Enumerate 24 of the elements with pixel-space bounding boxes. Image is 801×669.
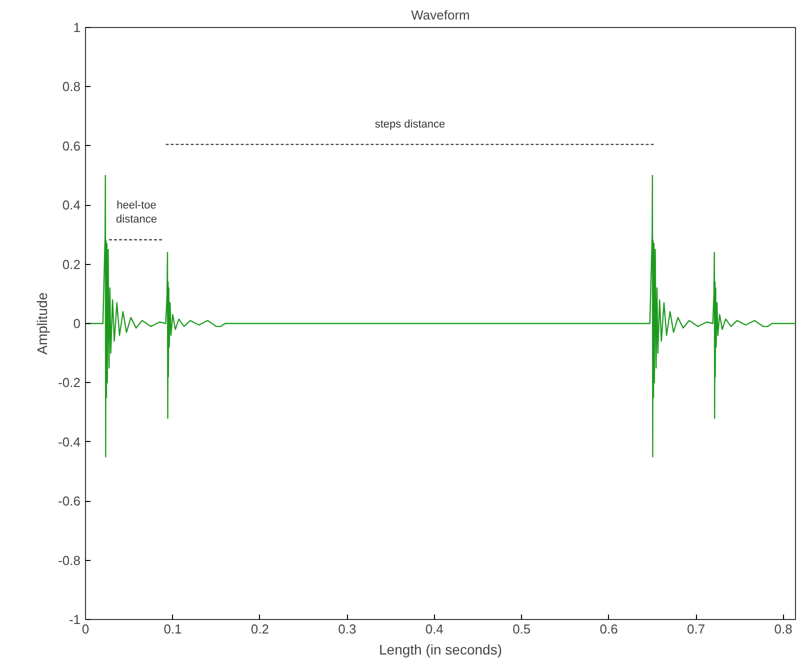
y-tick-label: -0.2 <box>58 375 81 390</box>
y-tick-label: -0.6 <box>58 494 81 509</box>
chart-title: Waveform <box>411 8 470 22</box>
x-tick-label: 0.4 <box>425 622 444 636</box>
y-tick-label: 0.8 <box>62 79 81 94</box>
x-tick-label: 0.5 <box>512 622 531 636</box>
x-tick-label: 0.6 <box>600 622 618 636</box>
y-tick-label: -1 <box>68 612 81 627</box>
y-tick-label: 0.2 <box>62 256 81 272</box>
y-tick-label: 0.4 <box>62 198 81 213</box>
x-tick-label: 0.3 <box>338 622 356 636</box>
x-tick-label: 0.8 <box>774 622 792 636</box>
y-tick-label: -0.8 <box>58 552 81 568</box>
y-tick-label: 1 <box>73 20 81 35</box>
y-tick-label: -0.4 <box>58 434 81 450</box>
x-tick-label: 0.1 <box>164 622 182 636</box>
annotation: steps distance <box>374 118 446 130</box>
x-axis-title: Length (in seconds) <box>379 642 502 658</box>
annotation: heel-toe distance <box>116 199 158 226</box>
x-tick-label: 0.2 <box>250 622 269 636</box>
x-tick-label: 0.7 <box>687 622 706 636</box>
y-tick-label: 0 <box>73 316 81 331</box>
y-tick-label: 0.6 <box>62 138 81 154</box>
y-axis-title: Amplitude <box>34 292 50 355</box>
